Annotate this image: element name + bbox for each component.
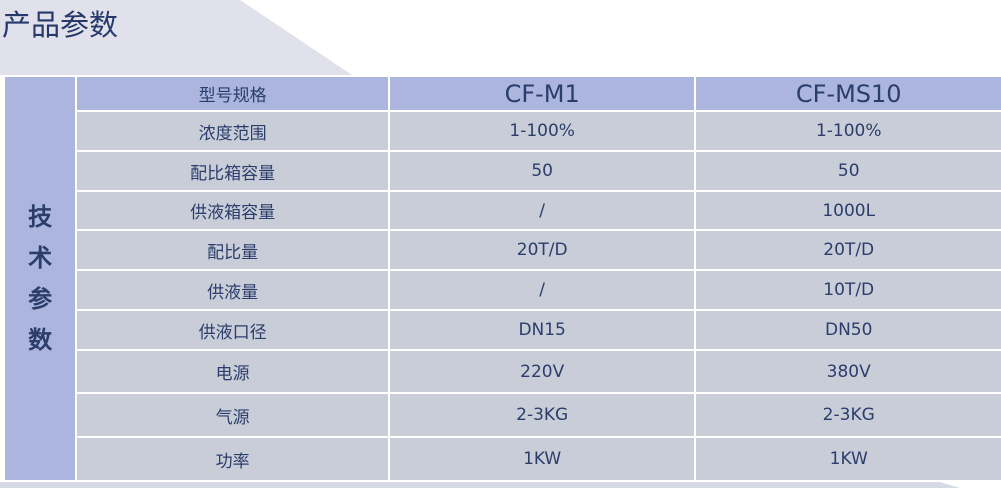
- cell-value: 1KW: [696, 438, 1001, 480]
- table-row: 浓度范围 1-100% 1-100%: [5, 112, 1001, 150]
- row-label: 电源: [77, 351, 388, 392]
- row-label: 供液量: [77, 271, 388, 309]
- cell-value: 220V: [389, 351, 695, 392]
- header-label: 型号规格: [77, 77, 388, 110]
- cell-value: 50: [696, 152, 1001, 190]
- page-title: 产品参数: [2, 8, 119, 42]
- row-label: 配比箱容量: [77, 152, 388, 190]
- cell-value: 20T/D: [389, 231, 695, 269]
- side-char: 术: [28, 243, 53, 272]
- cell-value: 10T/D: [696, 271, 1001, 309]
- cell-value: 50: [389, 152, 695, 190]
- header-model: CF-M1: [389, 77, 695, 110]
- cell-value: /: [389, 271, 695, 309]
- cell-value: 1-100%: [696, 112, 1001, 150]
- table-header-row: 技 术 参 数 型号规格 CF-M1 CF-MS10: [5, 77, 1001, 480]
- cell-value: DN50: [696, 311, 1001, 349]
- row-label: 气源: [77, 394, 388, 436]
- spec-table: 技 术 参 数 型号规格 CF-M1 CF-MS10 浓度范围 1-100% 1-1…: [3, 75, 1001, 482]
- row-label: 供液箱容量: [77, 192, 388, 229]
- table-row: 气源 2-3KG 2-3KG: [5, 394, 1001, 436]
- cell-value: 2-3KG: [389, 394, 695, 436]
- cell-value: /: [389, 192, 695, 229]
- table-row: 供液口径 DN15 DN50: [5, 311, 1001, 349]
- row-label: 配比量: [77, 231, 388, 269]
- row-label: 浓度范围: [77, 112, 388, 150]
- table-row: 供液箱容量/1000L: [5, 192, 1001, 229]
- side-char: 数: [28, 325, 53, 354]
- table-row: 供液量/10T/D: [5, 271, 1001, 309]
- header-model: CF-MS10: [696, 77, 1001, 110]
- row-label: 功率: [77, 438, 388, 480]
- row-label: 供液口径: [77, 311, 388, 349]
- table-row: 配比箱容量 50 50: [5, 152, 1001, 190]
- side-char: 参: [28, 284, 53, 313]
- cell-value: 2-3KG: [696, 394, 1001, 436]
- table-row: 配比量 20T/D 20T/D: [5, 231, 1001, 269]
- cell-value: DN15: [389, 311, 695, 349]
- table-row: 功率 1KW 1KW: [5, 438, 1001, 480]
- cell-value: 1KW: [389, 438, 695, 480]
- cell-value: 1-100%: [389, 112, 695, 150]
- cell-value: 380V: [696, 351, 1001, 392]
- cell-value: 20T/D: [696, 231, 1001, 269]
- cell-value: 1000L: [696, 192, 1001, 229]
- side-char: 技: [28, 202, 53, 231]
- table-row: 电源 220V 380V: [5, 351, 1001, 392]
- side-label: 技 术 参 数: [5, 77, 76, 480]
